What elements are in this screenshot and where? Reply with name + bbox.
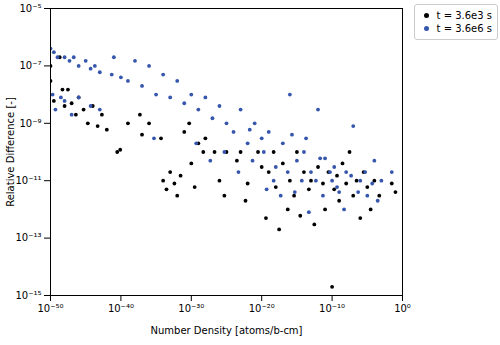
svg-text:10⁻⁵: 10⁻⁵ — [19, 3, 41, 14]
svg-text:Relative Difference [-]: Relative Difference [-] — [5, 97, 16, 207]
html-text:t = 3.6e3 s: t = 3.6e3 s — [436, 10, 492, 21]
svg-text:10⁻¹³: 10⁻¹³ — [15, 232, 41, 243]
svg-text:10⁻²⁰: 10⁻²⁰ — [249, 303, 275, 314]
svg-text:10⁻³⁰: 10⁻³⁰ — [178, 303, 204, 314]
svg-text:10⁻⁷: 10⁻⁷ — [19, 60, 41, 71]
svg-text:10⁻¹¹: 10⁻¹¹ — [15, 175, 41, 186]
html-text:t = 3.6e6 s: t = 3.6e6 s — [436, 23, 492, 34]
svg-text:10⁰: 10⁰ — [394, 303, 411, 314]
svg-text:Number Density [atoms/b-cm]: Number Density [atoms/b-cm] — [150, 325, 302, 336]
svg-text:10⁻⁴⁰: 10⁻⁴⁰ — [108, 303, 134, 314]
svg-text:10⁻¹⁰: 10⁻¹⁰ — [319, 303, 345, 314]
svg-text:10⁻⁵⁰: 10⁻⁵⁰ — [37, 303, 63, 314]
svg-text:10⁻⁹: 10⁻⁹ — [19, 118, 41, 129]
svg-text:10⁻¹⁵: 10⁻¹⁵ — [15, 290, 41, 301]
